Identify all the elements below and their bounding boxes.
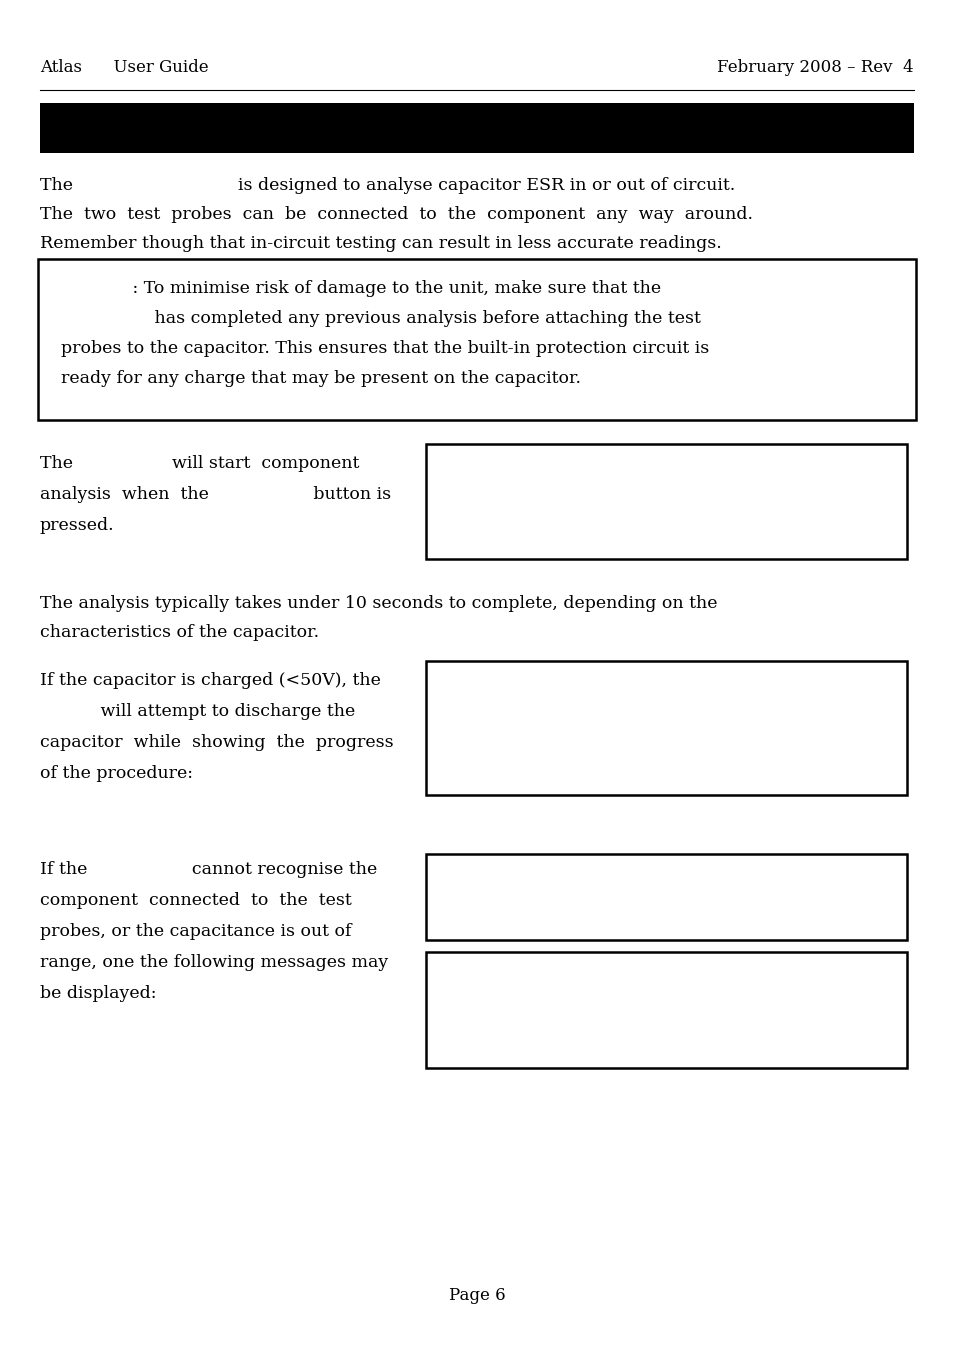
Text: The  two  test  probes  can  be  connected  to  the  component  any  way  around: The two test probes can be connected to …: [40, 205, 752, 223]
Text: pressed.: pressed.: [40, 517, 114, 534]
Text: The analysis typically takes under 10 seconds to complete, depending on the: The analysis typically takes under 10 se…: [40, 594, 717, 612]
Text: If the capacitor is charged (<50V), the: If the capacitor is charged (<50V), the: [40, 671, 380, 689]
Text: : To minimise risk of damage to the unit, make sure that the: : To minimise risk of damage to the unit…: [50, 280, 660, 297]
Text: characteristics of the capacitor.: characteristics of the capacitor.: [40, 624, 319, 640]
Text: range, one the following messages may: range, one the following messages may: [40, 954, 388, 971]
Text: component  connected  to  the  test: component connected to the test: [40, 892, 352, 909]
Text: ready for any charge that may be present on the capacitor.: ready for any charge that may be present…: [50, 370, 580, 386]
Text: analysis  when  the                   button is: analysis when the button is: [40, 486, 391, 503]
Text: February 2008 – Rev  4: February 2008 – Rev 4: [717, 59, 913, 77]
Bar: [40, 103, 913, 153]
Text: The                              is designed to analyse capacitor ESR in or out : The is designed to analyse capacitor ESR…: [40, 177, 735, 195]
Text: If the                   cannot recognise the: If the cannot recognise the: [40, 861, 376, 878]
Bar: [426, 444, 906, 559]
Text: Remember though that in-circuit testing can result in less accurate readings.: Remember though that in-circuit testing …: [40, 235, 721, 253]
Text: Page 6: Page 6: [448, 1286, 505, 1304]
Bar: [426, 854, 906, 940]
Text: will attempt to discharge the: will attempt to discharge the: [40, 703, 355, 720]
Bar: [426, 952, 906, 1069]
Text: probes to the capacitor. This ensures that the built-in protection circuit is: probes to the capacitor. This ensures th…: [50, 340, 708, 357]
Text: probes, or the capacitance is out of: probes, or the capacitance is out of: [40, 923, 351, 940]
Text: of the procedure:: of the procedure:: [40, 765, 193, 782]
Bar: [38, 259, 915, 420]
Text: capacitor  while  showing  the  progress: capacitor while showing the progress: [40, 734, 394, 751]
Text: be displayed:: be displayed:: [40, 985, 156, 1002]
Text: The                  will start  component: The will start component: [40, 455, 359, 471]
Text: has completed any previous analysis before attaching the test: has completed any previous analysis befo…: [50, 309, 700, 327]
Text: Atlas      User Guide: Atlas User Guide: [40, 59, 209, 77]
Bar: [426, 661, 906, 794]
